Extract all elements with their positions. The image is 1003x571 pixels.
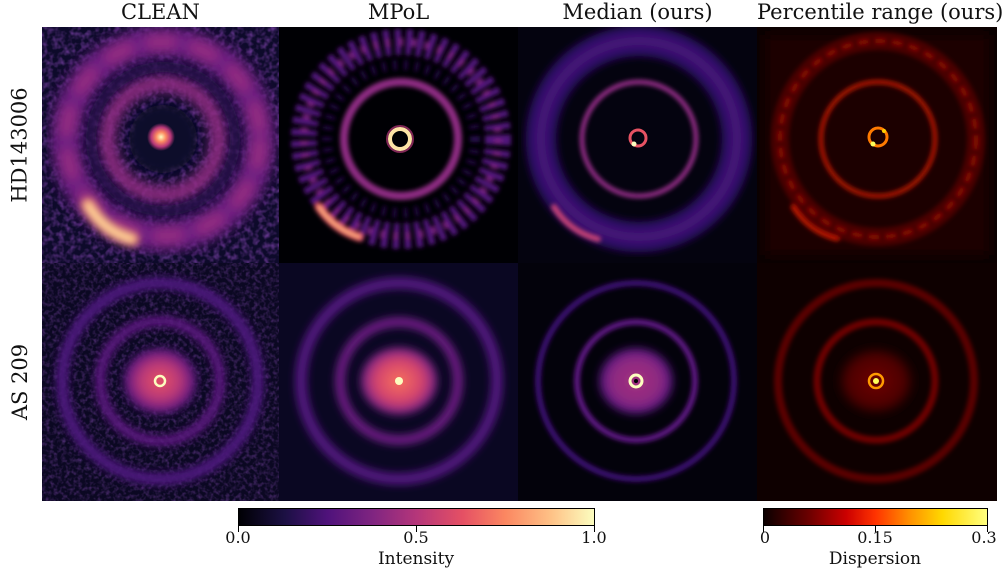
column-title-clean: CLEAN [121,0,200,24]
intensity-tick-label-2: 1.0 [581,528,607,547]
panel-as209-percentile [757,263,997,501]
row-label-as209: AS 209 [0,263,40,501]
row-label-hd143006-text: HD143006 [8,87,33,203]
intensity-tick-1 [416,526,417,532]
intensity-colorbar-label: Intensity [377,549,455,569]
intensity-tick-0 [238,526,239,532]
column-title-mpol: MPoL [367,0,430,24]
row-label-as209-text: AS 209 [8,343,32,421]
panel-hd143006-mpol [279,27,518,263]
dispersion-colorbar-label: Dispersion [828,549,922,569]
dispersion-colorbar [763,508,988,526]
panel-as209-clean [42,263,279,501]
panel-hd143006-clean [42,27,279,263]
intensity-colorbar [238,508,595,526]
row-label-hd143006: HD143006 [0,27,40,263]
dispersion-tick-0 [763,526,764,532]
dispersion-tick-label-1: 0.15 [857,528,893,547]
panel-hd143006-median [518,27,757,263]
intensity-tick-label-1: 0.5 [403,528,429,547]
column-title-percentile-range: Percentile range (ours) [757,0,1003,24]
dispersion-tick-2 [987,526,988,532]
dispersion-tick-1 [875,526,876,532]
column-title-median: Median (ours) [562,0,713,24]
panel-hd143006-percentile [757,27,997,263]
intensity-tick-label-0: 0.0 [225,528,251,547]
intensity-tick-2 [594,526,595,532]
panel-as209-mpol [279,263,518,501]
panel-as209-median [518,263,757,501]
dispersion-tick-label-0: 0 [759,528,771,547]
dispersion-tick-label-2: 0.3 [971,528,997,547]
